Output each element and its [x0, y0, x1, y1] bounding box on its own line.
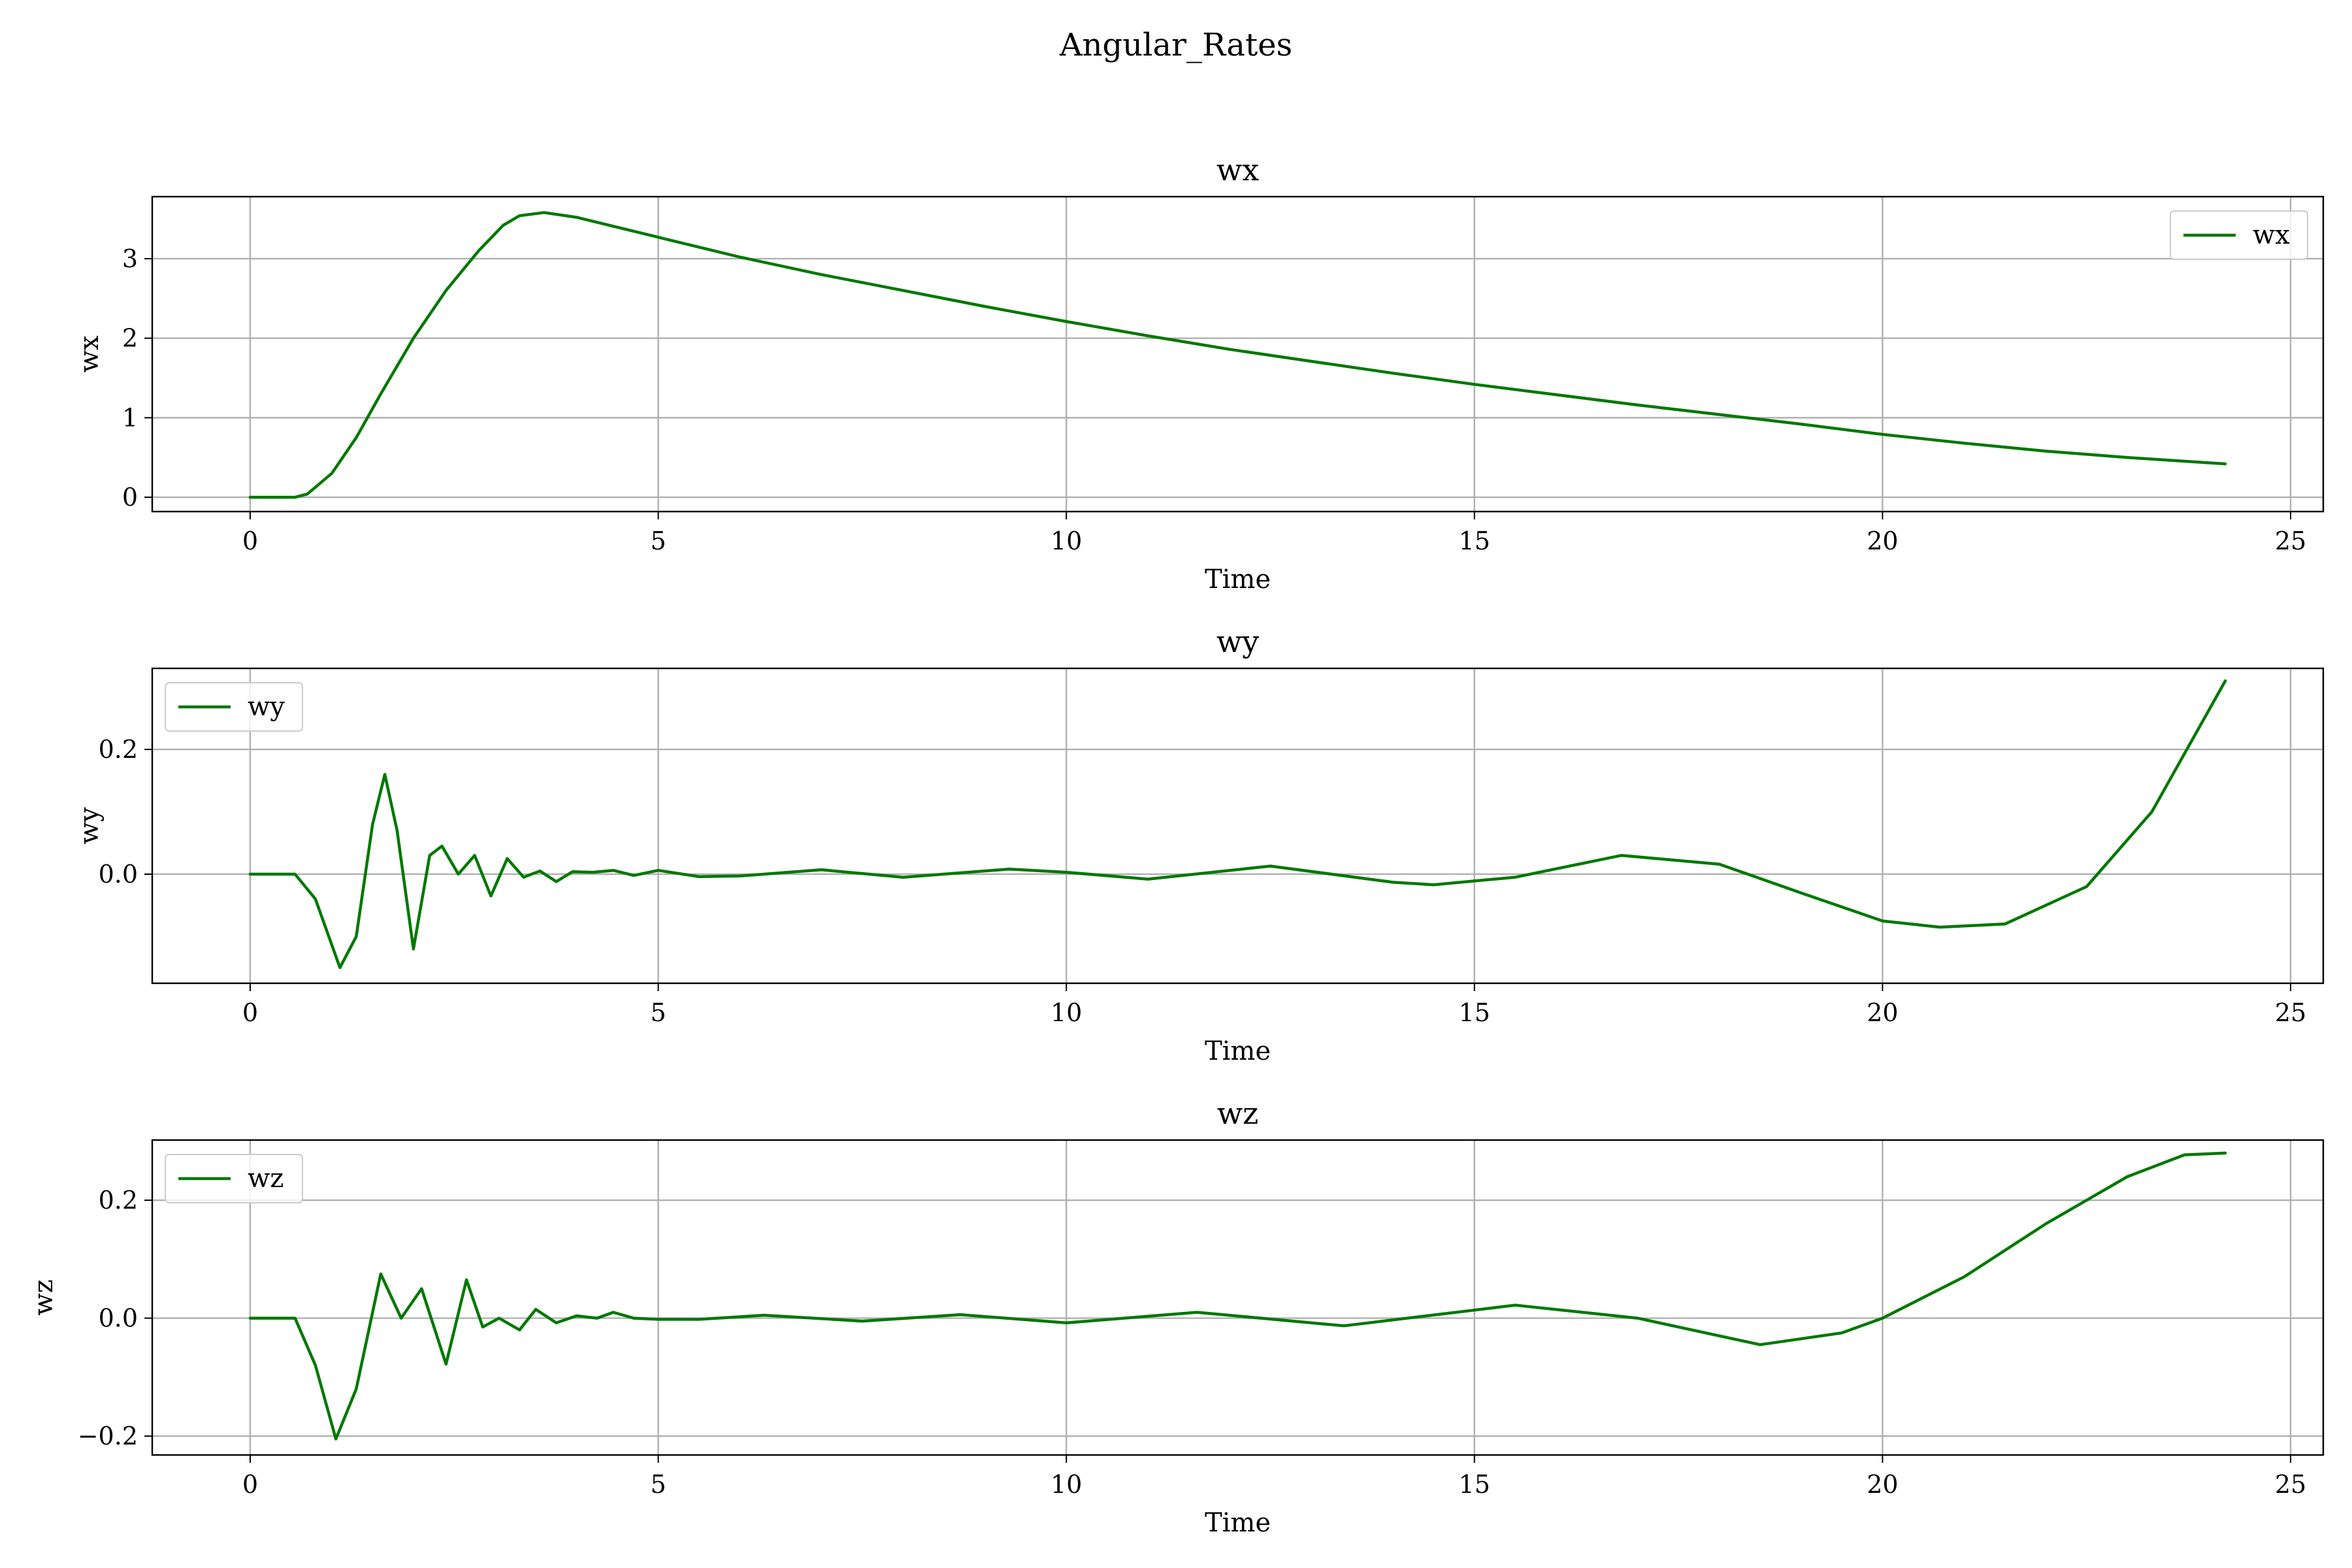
- chart-wy-xlabel: Time: [1205, 1036, 1271, 1066]
- chart-wz-xtick-label-5: 25: [2275, 1470, 2306, 1499]
- chart-wz-title: wz: [1217, 1096, 1259, 1131]
- subplots: 0 5 10 15 20 25 0 1 2 3 wx Time wx wx 0 5 10 15 20 25 0.0 0.2…: [29, 152, 2325, 1538]
- chart-wy-xtick-label-4: 20: [1867, 998, 1898, 1027]
- chart-wx-xtick-label-2: 10: [1051, 527, 1082, 555]
- chart-wx-xtick-label-3: 15: [1459, 527, 1490, 555]
- chart-wz-xtick-label-2: 10: [1051, 1470, 1082, 1499]
- chart-wy-xtick-label-3: 15: [1459, 998, 1490, 1027]
- chart-wy-xtick-label-1: 5: [650, 998, 666, 1027]
- chart-wx-series-wx-line: [248, 211, 2227, 499]
- chart-wx: 0 5 10 15 20 25 0 1 2 3 wx Time wx wx: [74, 152, 2325, 595]
- chart-wx-ytick-label-3: 3: [122, 244, 138, 273]
- chart-wz-ytick-label-1: 0.0: [99, 1304, 138, 1333]
- chart-wy: 0 5 10 15 20 25 0.0 0.2 wy Time wy wy: [74, 624, 2325, 1066]
- chart-wx-xtick-label-4: 20: [1867, 527, 1898, 555]
- chart-wx-xtick-label-5: 25: [2275, 527, 2306, 555]
- chart-wz-xtick-label-4: 20: [1867, 1470, 1898, 1499]
- chart-wx-xlabel: Time: [1205, 564, 1271, 595]
- chart-wy-title: wy: [1217, 624, 1259, 659]
- chart-wz-plot-frame: [151, 1139, 2325, 1456]
- chart-wx-legend-box: [2170, 210, 2308, 260]
- chart-wz-legend: wz: [165, 1154, 303, 1203]
- chart-wx-legend-label: wx: [2253, 220, 2290, 250]
- chart-wx-ylabel: wx: [74, 335, 105, 372]
- chart-wz-xlabel: Time: [1205, 1508, 1271, 1538]
- chart-wy-legend: wy: [165, 682, 303, 732]
- chart-wz-legend-label: wz: [248, 1164, 284, 1194]
- chart-wy-xtick-label-5: 25: [2275, 998, 2306, 1027]
- chart-wx-ytick-label-1: 1: [122, 403, 138, 432]
- chart-wz-legend-box: [165, 1154, 303, 1203]
- chart-wz-ytick-label-0: −0.2: [78, 1422, 138, 1450]
- chart-wz-series-wz-line: [248, 1151, 2227, 1441]
- chart-wx-title: wx: [1217, 152, 1259, 188]
- chart-wy-legend-label: wy: [248, 692, 285, 722]
- chart-wy-legend-box: [165, 682, 303, 732]
- chart-wx-plot-frame: [151, 195, 2325, 513]
- chart-wy-ytick-label-1: 0.2: [99, 735, 138, 764]
- chart-wz-xtick-label-0: 0: [242, 1470, 258, 1499]
- chart-wx-xtick-label-1: 5: [650, 527, 666, 555]
- chart-wz-ylabel: wz: [29, 1279, 59, 1315]
- figure-title: Angular_Rates: [1059, 27, 1292, 63]
- chart-wz-xtick-label-3: 15: [1459, 1470, 1490, 1499]
- chart-wx-legend: wx: [2170, 210, 2308, 260]
- chart-wx-xtick-label-0: 0: [242, 527, 258, 555]
- chart-wy-ylabel: wy: [74, 807, 105, 844]
- chart-wz-xtick-label-1: 5: [650, 1470, 666, 1499]
- chart-wy-xtick-label-0: 0: [242, 998, 258, 1027]
- chart-wx-ytick-label-0: 0: [122, 483, 138, 512]
- chart-wy-xtick-label-2: 10: [1051, 998, 1082, 1027]
- chart-wy-series-wy-line: [248, 679, 2227, 970]
- chart-wz: 0 5 10 15 20 25 −0.2 0.0 0.2 wz Time wz wz: [29, 1096, 2325, 1538]
- chart-wy-ytick-label-0: 0.0: [99, 860, 138, 889]
- chart-wy-plot-frame: [151, 667, 2325, 985]
- chart-wz-ytick-label-2: 0.2: [99, 1186, 138, 1215]
- chart-wx-ytick-label-2: 2: [122, 324, 138, 353]
